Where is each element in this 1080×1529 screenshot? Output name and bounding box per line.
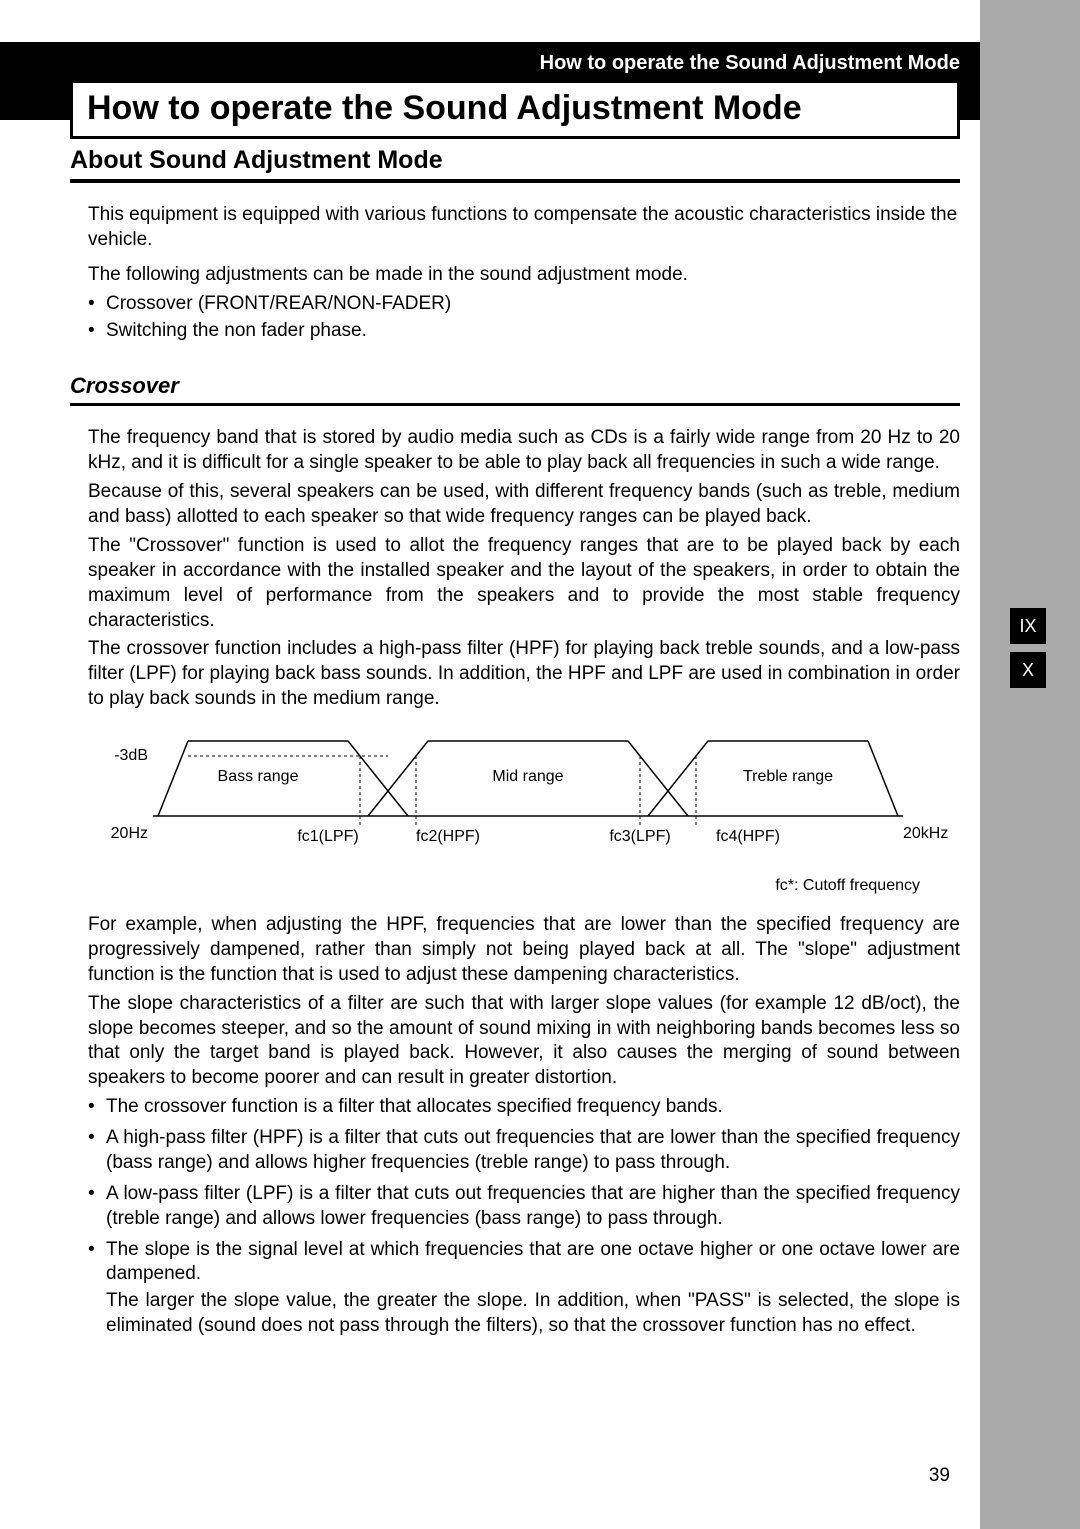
- crossover-p1: The frequency band that is stored by aud…: [88, 426, 960, 476]
- about-heading: About Sound Adjustment Mode: [70, 146, 960, 183]
- lbl-20hz: 20Hz: [111, 825, 148, 842]
- lbl-mid: Mid range: [492, 768, 563, 785]
- crossover-bullets: The crossover function is a filter that …: [88, 1095, 960, 1339]
- lbl-fc1: fc1(LPF): [297, 828, 358, 845]
- main-title: How to operate the Sound Adjustment Mode: [87, 89, 802, 127]
- about-list: Crossover (FRONT/REAR/NON-FADER) Switchi…: [88, 292, 960, 344]
- crossover-p5: For example, when adjusting the HPF, fre…: [88, 913, 960, 988]
- bullet-3: The slope is the signal level at which f…: [88, 1238, 960, 1340]
- crossover-p6: The slope characteristics of a filter ar…: [88, 992, 960, 1092]
- lbl-20khz: 20kHz: [903, 825, 948, 842]
- crossover-p4: The crossover function includes a high-p…: [88, 637, 960, 712]
- lbl-fc2: fc2(HPF): [416, 828, 480, 845]
- lbl-fc4: fc4(HPF): [716, 828, 780, 845]
- bullet-0: The crossover function is a filter that …: [88, 1095, 960, 1120]
- side-gray-strip: [980, 0, 1080, 1529]
- diagram-note: fc*: Cutoff frequency: [70, 877, 920, 895]
- about-item-0: Crossover (FRONT/REAR/NON-FADER): [88, 292, 960, 317]
- main-title-box: How to operate the Sound Adjustment Mode: [70, 80, 960, 139]
- lbl-3db: -3dB: [114, 747, 148, 764]
- crossover-diagram: -3dB Bass range Mid range Treble range 2…: [88, 726, 948, 871]
- crossover-p2: Because of this, several speakers can be…: [88, 480, 960, 530]
- crossover-heading: Crossover: [70, 373, 960, 406]
- lbl-bass: Bass range: [218, 768, 299, 785]
- about-item-1: Switching the non fader phase.: [88, 319, 960, 344]
- bullet-1: A high-pass filter (HPF) is a filter tha…: [88, 1126, 960, 1176]
- side-tab-x[interactable]: X: [1010, 652, 1046, 688]
- bullet-3-l2: The larger the slope value, the greater …: [106, 1289, 960, 1339]
- lbl-treble: Treble range: [743, 768, 833, 785]
- header-title: How to operate the Sound Adjustment Mode: [540, 52, 960, 75]
- bullet-3-l1: The slope is the signal level at which f…: [106, 1239, 960, 1285]
- page-number: 39: [929, 1465, 950, 1487]
- bullet-2: A low-pass filter (LPF) is a filter that…: [88, 1182, 960, 1232]
- content-area: About Sound Adjustment Mode This equipme…: [70, 146, 960, 1345]
- about-p1: This equipment is equipped with various …: [88, 203, 960, 253]
- lbl-fc3: fc3(LPF): [609, 828, 670, 845]
- crossover-p3: The "Crossover" function is used to allo…: [88, 534, 960, 634]
- about-p2: The following adjustments can be made in…: [88, 263, 960, 288]
- side-tab-ix[interactable]: IX: [1010, 608, 1046, 644]
